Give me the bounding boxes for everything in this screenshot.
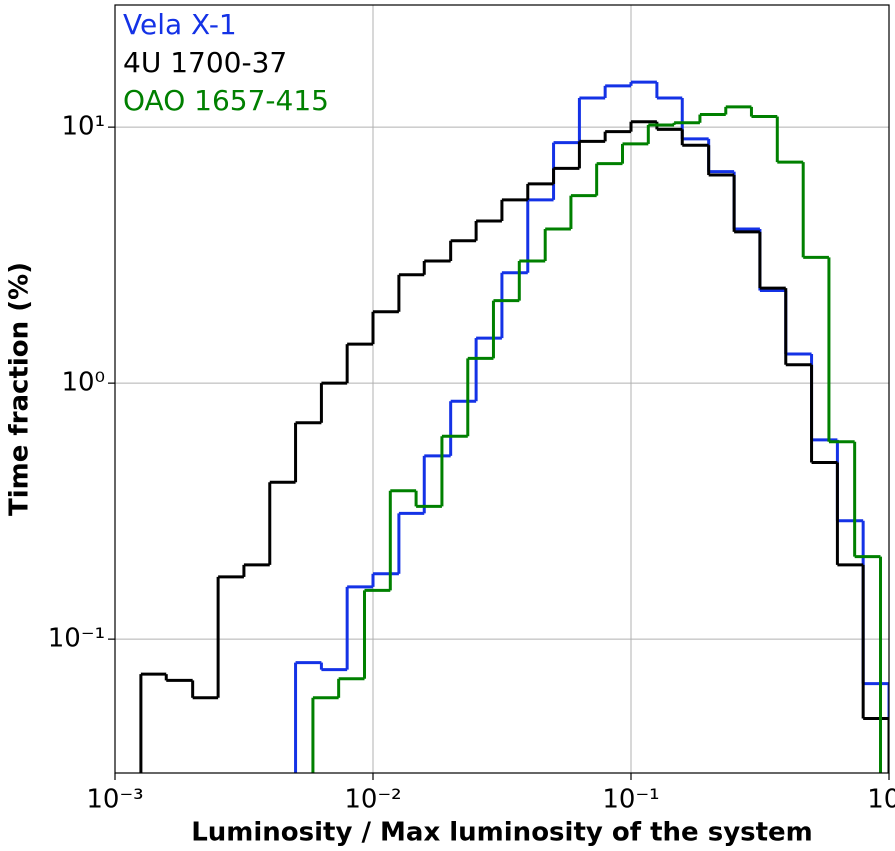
y-tick-label: 10⁻¹	[48, 624, 105, 654]
legend-entry: 4U 1700-37	[123, 46, 287, 79]
x-tick-label: 10⁻¹	[602, 785, 659, 815]
legend-entry: Vela X-1	[123, 8, 237, 41]
plot-area	[139, 80, 889, 773]
x-tick-label: 10⁻²	[344, 785, 401, 815]
ticks: 10⁻³ 10⁻² 10⁻¹ 10⁰ 10⁻¹ 10⁰ 10¹	[48, 112, 895, 815]
y-axis-label: Time fraction (%)	[5, 262, 35, 516]
legend-entry: OAO 1657-415	[123, 84, 329, 117]
grid	[114, 5, 890, 773]
x-tick-label: 10⁰	[867, 785, 895, 815]
y-tick-label: 10⁰	[61, 368, 105, 398]
x-tick-label: 10⁻³	[86, 785, 143, 815]
x-axis-label: Luminosity / Max luminosity of the syste…	[191, 818, 813, 848]
y-tick-label: 10¹	[61, 112, 105, 142]
axes-frame	[114, 4, 890, 774]
